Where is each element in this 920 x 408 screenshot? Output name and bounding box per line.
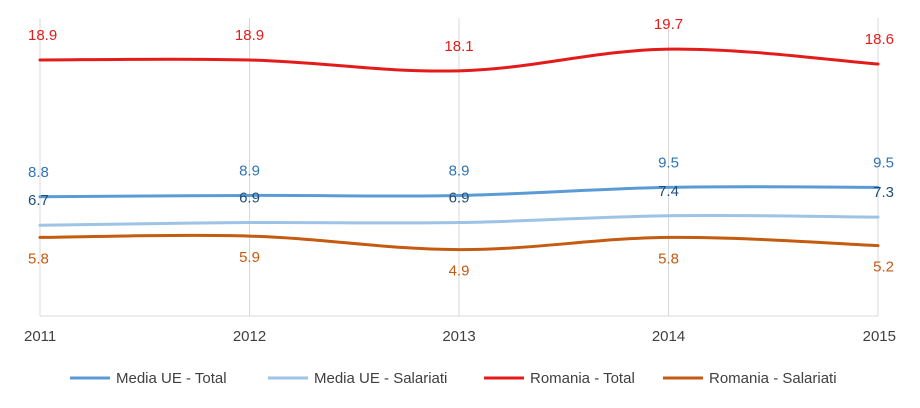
data-label: 18.1 (444, 38, 473, 55)
x-tick-label: 2015 (863, 328, 896, 345)
legend-entry-label: Romania - Total (530, 370, 635, 387)
data-label: 5.2 (873, 259, 894, 276)
data-label: 5.9 (239, 249, 260, 266)
data-label: 5.8 (28, 250, 49, 267)
data-label: 18.9 (28, 27, 57, 44)
x-tick-label: 2014 (652, 328, 685, 345)
series-line-4 (38, 233, 880, 252)
data-labels: 8.8 8.9 8.9 9.5 9.5 6.7 6.9 6.9 7.4 7.3 18.9 18.9 18… (28, 16, 894, 279)
x-tick-label: 2012 (233, 328, 266, 345)
x-tick-label: 2013 (442, 328, 475, 345)
data-label: 6.9 (449, 190, 470, 207)
data-label: 8.8 (28, 164, 49, 181)
series-line-2 (38, 214, 880, 227)
data-label: 5.8 (658, 250, 679, 267)
data-label: 8.9 (449, 162, 470, 179)
legend-entry-label: Romania - Salariati (709, 370, 837, 387)
x-axis-ticks: 2011 2012 2013 2014 2015 (24, 328, 896, 345)
legend-entry-label: Media UE - Total (116, 370, 227, 387)
data-label: 9.5 (658, 154, 679, 171)
x-tick-label: 2011 (24, 328, 56, 345)
data-label: 7.3 (873, 184, 894, 201)
data-label: 18.6 (865, 31, 894, 48)
data-label: 18.9 (235, 27, 264, 44)
data-label: 9.5 (873, 154, 894, 171)
data-label: 8.9 (239, 162, 260, 179)
data-label: 4.9 (449, 263, 470, 280)
legend-entry-label: Media UE - Salariati (314, 370, 447, 387)
vertical-gridlines (39, 18, 879, 316)
series-line-3 (38, 47, 880, 73)
series-lines (38, 47, 880, 252)
data-label: 6.9 (239, 190, 260, 207)
series-line-1 (38, 185, 880, 199)
data-label: 19.7 (654, 16, 683, 33)
legend: Media UE - Total Media UE - Salariati Roma… (70, 370, 837, 387)
data-label: 6.7 (28, 192, 49, 209)
data-label: 7.4 (658, 183, 679, 200)
